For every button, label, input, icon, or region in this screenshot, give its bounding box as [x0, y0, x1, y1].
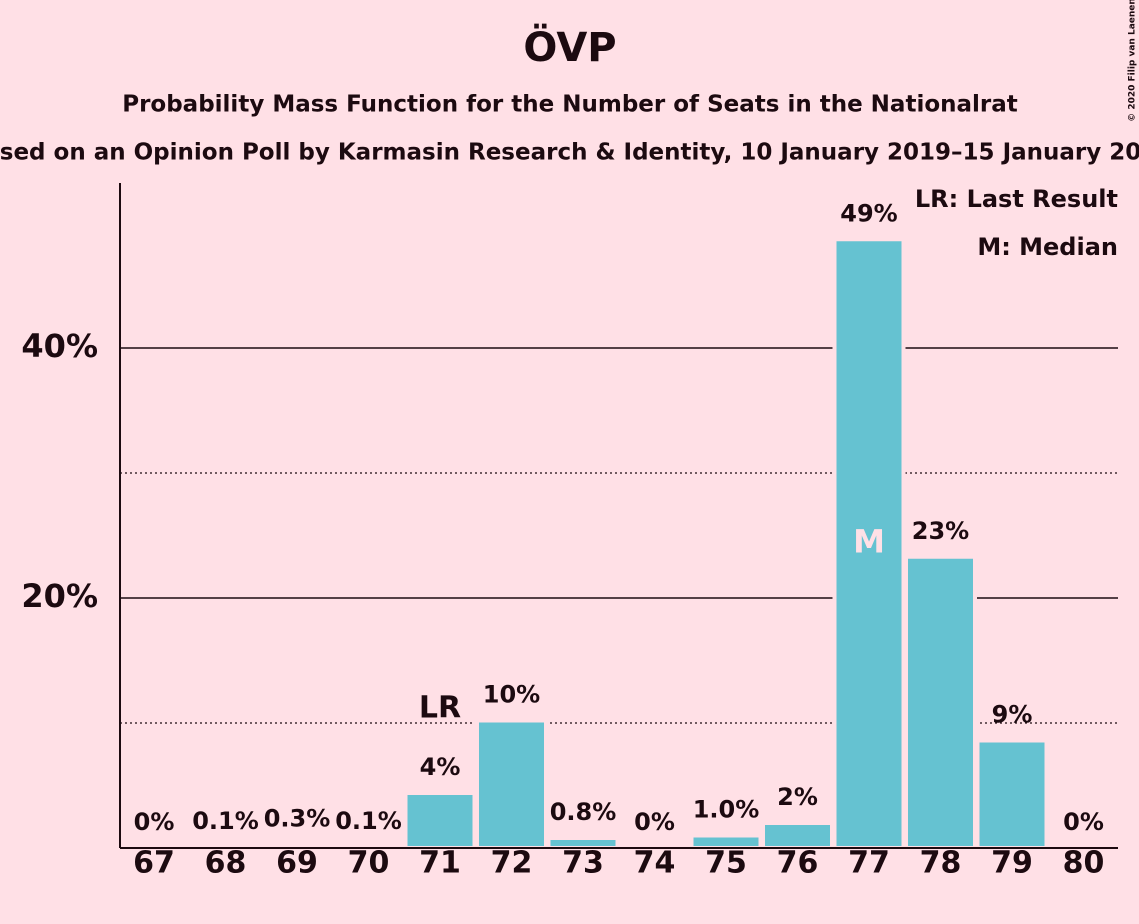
value-label: 1.0% — [693, 796, 760, 824]
chart-title: ÖVP — [523, 23, 616, 71]
bar — [475, 718, 548, 850]
bar — [403, 791, 477, 850]
x-tick-label: 68 — [205, 846, 247, 881]
x-tick-label: 75 — [705, 846, 747, 881]
value-label: 0.8% — [550, 798, 617, 826]
chart-subtitle: Based on an Opinion Poll by Karmasin Res… — [0, 140, 1139, 166]
value-label: 0% — [634, 808, 675, 836]
x-tick-label: 77 — [848, 846, 890, 881]
bar — [761, 821, 834, 850]
x-tick-label: 74 — [634, 846, 676, 881]
value-label: 49% — [840, 199, 897, 227]
chart-subtitle: Probability Mass Function for the Number… — [122, 92, 1018, 118]
x-tick-label: 71 — [419, 846, 461, 881]
bar — [975, 738, 1049, 850]
credit: © 2020 Filip van Laenen — [1128, 0, 1138, 122]
value-label: 9% — [992, 701, 1033, 729]
value-label: 0% — [134, 808, 175, 836]
x-tick-label: 73 — [562, 846, 604, 881]
x-tick-label: 76 — [777, 846, 819, 881]
value-label: 2% — [777, 783, 818, 811]
y-tick-label: 40% — [21, 327, 98, 365]
x-tick-label: 67 — [133, 846, 175, 881]
value-label: 10% — [483, 681, 540, 709]
value-label: 4% — [420, 753, 461, 781]
x-tick-label: 80 — [1063, 846, 1105, 881]
x-tick-label: 69 — [276, 846, 318, 881]
value-label: 23% — [912, 517, 969, 545]
bar — [904, 554, 977, 850]
legend-entry: LR: Last Result — [915, 185, 1118, 213]
x-tick-label: 72 — [491, 846, 533, 881]
x-tick-label: 79 — [991, 846, 1033, 881]
annotation: M — [853, 523, 885, 561]
x-tick-label: 78 — [920, 846, 962, 881]
value-label: 0.1% — [335, 807, 402, 835]
x-tick-label: 70 — [348, 846, 390, 881]
annotation: LR — [419, 691, 461, 726]
value-label: 0.3% — [264, 804, 331, 832]
y-tick-label: 20% — [21, 577, 98, 615]
value-label: 0.1% — [192, 807, 259, 835]
value-label: 0% — [1063, 808, 1104, 836]
legend-entry: M: Median — [977, 233, 1118, 261]
